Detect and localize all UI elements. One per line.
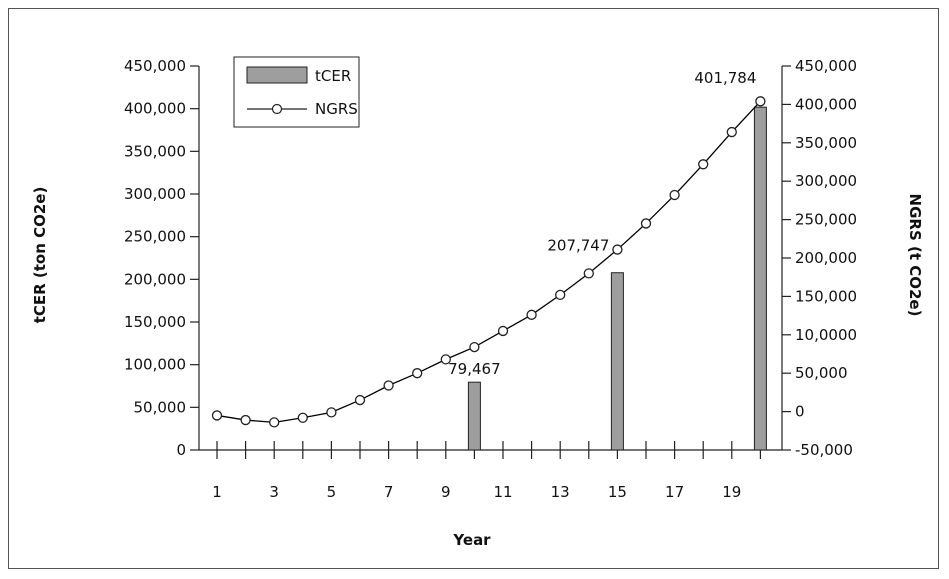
y2-tick-label: 0 — [795, 403, 805, 421]
bar — [467, 381, 481, 451]
ngrs-point — [326, 407, 337, 418]
y-tick-label: 350,000 — [124, 142, 186, 160]
legend-ngrs-label: NGRS — [315, 100, 358, 118]
ngrs-point — [612, 244, 623, 255]
x-tick-label: 17 — [665, 483, 684, 501]
bar-value-label: 207,747 — [547, 237, 609, 255]
y-tick-label: 400,000 — [124, 100, 186, 118]
ngrs-point — [669, 189, 680, 201]
y2-tick-label: -50,000 — [795, 441, 853, 459]
y-tick-label: 0 — [176, 441, 186, 459]
ngrs-point — [297, 412, 308, 423]
legend: tCER NGRS — [233, 56, 360, 128]
legend-ngrs-marker — [271, 103, 283, 115]
ngrs-point — [240, 414, 251, 426]
chart-frame — [8, 8, 939, 569]
legend-tcer-swatch — [246, 66, 308, 84]
x-tick-label: 15 — [608, 483, 627, 501]
legend-tcer-label: tCER — [315, 67, 351, 85]
x-axis-title: Year — [452, 531, 491, 549]
y2-tick-label: 10,0000 — [795, 326, 857, 344]
ngrs-point — [726, 126, 737, 138]
y-tick-label: 100,000 — [124, 356, 186, 374]
y-tick-label: 450,000 — [124, 57, 186, 75]
ngrs-point — [269, 417, 280, 428]
x-tick-label: 5 — [327, 483, 337, 501]
y2-tick-label: 400,000 — [795, 95, 857, 113]
ngrs-point — [526, 309, 537, 320]
ngrs-point — [412, 368, 423, 379]
bar — [610, 272, 624, 451]
data-labels: 79,467 207,747 401,784 — [448, 69, 756, 378]
y2-tick-label: 350,000 — [795, 134, 857, 152]
x-tick-label: 3 — [269, 483, 279, 501]
x-tick-label: 13 — [551, 483, 570, 501]
x-tick-label: 9 — [441, 483, 451, 501]
y-tick-label: 150,000 — [124, 313, 186, 331]
x-tick-label: 11 — [493, 483, 512, 501]
ngrs-point — [440, 354, 451, 365]
y2-tick-label: 50,000 — [795, 364, 848, 382]
y2-tick-label: 150,000 — [795, 287, 857, 305]
y2-axis-title: NGRS (t CO2e) — [906, 194, 924, 317]
ngrs-point — [755, 96, 766, 107]
y-tick-label: 300,000 — [124, 185, 186, 203]
y2-tick-label: 300,000 — [795, 172, 857, 190]
ngrs-point — [555, 289, 566, 301]
bar — [753, 106, 767, 451]
ngrs-point — [383, 380, 394, 391]
ngrs-point — [211, 410, 223, 421]
x-tick-label: 19 — [722, 483, 741, 501]
ngrs-point — [583, 268, 594, 279]
ngrs-point — [354, 394, 366, 406]
y2-tick-label: 200,000 — [795, 249, 857, 267]
axes: 050,000100,000150,000200,000250,000300,0… — [124, 57, 857, 501]
ngrs-point — [698, 159, 709, 170]
x-tick-label: 1 — [212, 483, 222, 501]
y2-tick-label: 250,000 — [795, 211, 857, 229]
x-tick-label: 7 — [384, 483, 394, 501]
bar-value-label: 79,467 — [448, 360, 501, 378]
y-tick-label: 50,000 — [134, 398, 187, 416]
bars — [467, 106, 767, 451]
ngrs-point — [497, 325, 509, 337]
y-axis-title: tCER (ton CO2e) — [31, 187, 49, 324]
y-tick-label: 250,000 — [124, 228, 186, 246]
y-tick-label: 200,000 — [124, 270, 186, 288]
ngrs-point — [640, 218, 652, 229]
bar-value-label: 401,784 — [694, 69, 756, 87]
y2-tick-label: 450,000 — [795, 57, 857, 75]
line-series — [211, 96, 766, 428]
ngrs-point — [469, 341, 480, 353]
